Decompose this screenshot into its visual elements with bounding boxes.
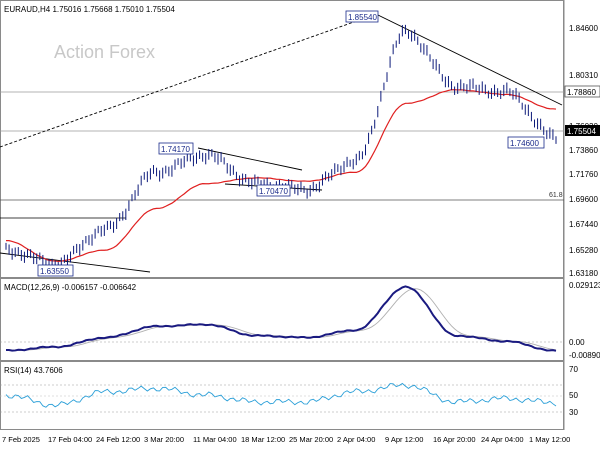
price-tick: 1.84600 [569,24,598,33]
time-axis: 7 Feb 2025 17 Feb 04:00 24 Feb 12:00 3 M… [2,435,570,444]
annotation-swing-high: 1.74170 [158,142,194,155]
price-tick: 1.63180 [569,269,598,278]
price-tick: 1.69600 [569,195,598,204]
macd-tick: 0.00 [569,338,585,347]
rsi-tick: 70 [569,365,578,374]
price-tick: 1.71760 [569,170,598,179]
annotation-text: 1.70470 [259,187,288,196]
price-tick: 1.73860 [569,146,598,155]
time-tick: 9 Apr 12:00 [385,435,423,444]
rsi-line [5,382,557,408]
price-tick: 1.80310 [569,71,598,80]
annotation-text: 1.74600 [510,139,539,148]
time-tick: 16 Apr 20:00 [433,435,476,444]
annotation-text: 1.74170 [161,145,190,154]
level-label-resistance: 1.78860 [564,85,600,98]
macd-panel [0,278,564,361]
macd-line [5,285,557,352]
annotation-text: 1.85540 [348,13,377,22]
price-tick: 1.67440 [569,220,598,229]
level-text: 1.78860 [567,88,596,97]
macd-tick: 0.029123 [569,281,600,290]
time-tick: 1 May 12:00 [529,435,570,444]
support-trendline [0,252,151,273]
time-tick: 18 Mar 12:00 [241,435,285,444]
annotation-high-1: 1.85540 [345,10,379,23]
watermark: Action Forex [54,42,155,62]
time-tick: 24 Feb 12:00 [96,435,140,444]
time-tick: 2 Apr 04:00 [337,435,375,444]
annotation-low-1: 1.63550 [37,264,74,277]
last-price-text: 1.75504 [567,127,596,136]
rsi-tick: 30 [569,408,578,417]
time-tick: 17 Feb 04:00 [48,435,92,444]
annotation-swing-low: 1.70470 [256,184,291,197]
price-bars [5,24,557,274]
macd-tick: -0.008901 [569,351,600,360]
long-dashed-trendline [0,16,369,148]
annotation-recent-low: 1.74600 [507,136,545,149]
triangle-upper [197,147,303,171]
time-tick: 11 Mar 04:00 [193,435,237,444]
fib-label: 61.8 [549,192,563,199]
rsi-tick: 50 [569,391,578,400]
rsi-label: RSI(14) 43.7606 [4,366,63,375]
macd-label: MACD(12,26,9) -0.006157 -0.006642 [4,283,137,292]
last-price-label: 1.75504 [565,125,600,136]
price-axis: 1.84600 1.80310 1.76020 1.73860 1.71760 … [569,24,598,278]
symbol-header: EURAUD,H4 1.75016 1.75668 1.75010 1.7550… [4,5,175,14]
down-trendline [377,14,563,106]
price-tick: 1.65280 [569,246,598,255]
main-panel [0,0,564,278]
moving-average-line [5,89,557,263]
time-tick: 7 Feb 2025 [2,435,40,444]
annotation-text: 1.63550 [40,267,69,276]
time-tick: 25 Mar 20:00 [289,435,333,444]
time-tick: 3 Mar 20:00 [144,435,184,444]
rsi-panel [0,361,564,430]
time-tick: 24 Apr 04:00 [481,435,524,444]
